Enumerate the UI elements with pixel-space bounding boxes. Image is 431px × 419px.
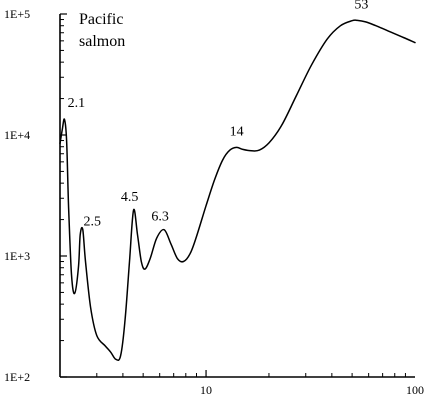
peak-label: 2.1: [68, 96, 86, 111]
plot-area: 1E+2 1E+3 1E+4 1E+5 10 100 2.1 2.5 4.5 6.3 14 53 P…: [4, 0, 424, 397]
peak-label: 14: [230, 124, 244, 139]
peak-label: 4.5: [121, 190, 139, 205]
peak-label: 53: [354, 0, 368, 12]
chart-title-line-1: Pacific: [79, 11, 123, 28]
series-line: [59, 19, 416, 361]
y-tick-label: 1E+2: [4, 370, 30, 384]
peak-annotations: 2.1 2.5 4.5 6.3 14 53: [68, 0, 369, 230]
axis-ticks: 1E+2 1E+3 1E+4 1E+5 10 100: [4, 7, 424, 397]
x-tick-label: 100: [406, 383, 424, 397]
y-tick-label: 1E+5: [4, 7, 30, 21]
y-tick-label: 1E+4: [4, 128, 30, 142]
y-tick-label: 1E+3: [4, 249, 30, 263]
peak-label: 6.3: [151, 210, 169, 225]
chart-title-line-2: salmon: [79, 33, 125, 50]
peak-label: 2.5: [83, 215, 101, 230]
x-tick-label: 10: [200, 383, 212, 397]
